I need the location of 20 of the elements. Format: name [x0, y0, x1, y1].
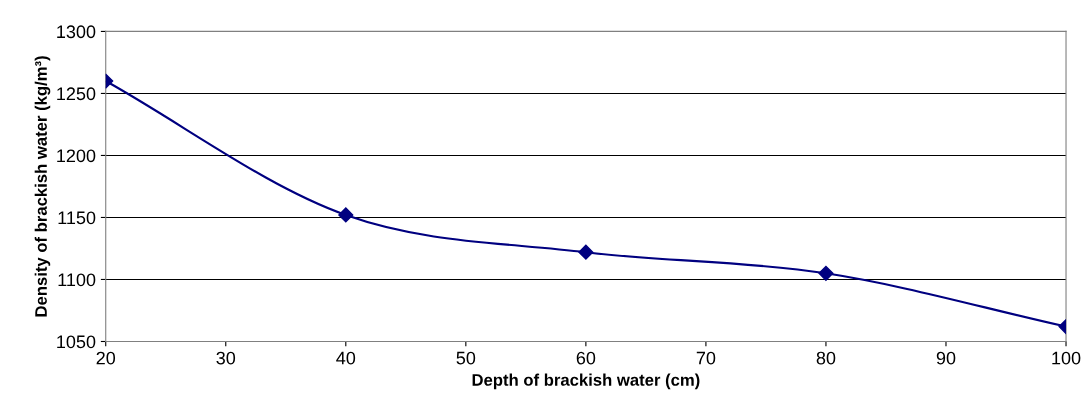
point — [818, 265, 834, 281]
y-tick-label: 1250 — [57, 87, 96, 101]
x-tick-label: 100 — [1052, 351, 1081, 365]
x-tick-label: 50 — [456, 351, 476, 365]
x-tick-label: 40 — [336, 351, 356, 365]
x-axis-title: Depth of brackish water (cm) — [472, 373, 700, 390]
y-axis-title: Density of brackish water (kg/m³) — [34, 56, 51, 317]
x-tick-label: 30 — [216, 351, 236, 365]
x-tick-label: 60 — [576, 351, 596, 365]
x-tick-label: 20 — [96, 351, 116, 365]
point — [578, 244, 594, 260]
y-tick-label: 1100 — [58, 273, 96, 287]
point — [338, 207, 354, 223]
x-tick-label: 80 — [816, 351, 836, 365]
y-tick-label: 1150 — [58, 211, 96, 225]
y-tick-label: 1200 — [57, 149, 96, 163]
x-tick-label: 70 — [696, 351, 716, 365]
x-tick-label: 90 — [936, 351, 956, 365]
y-tick-label: 1050 — [57, 335, 96, 349]
y-tick-label: 1300 — [57, 25, 96, 39]
